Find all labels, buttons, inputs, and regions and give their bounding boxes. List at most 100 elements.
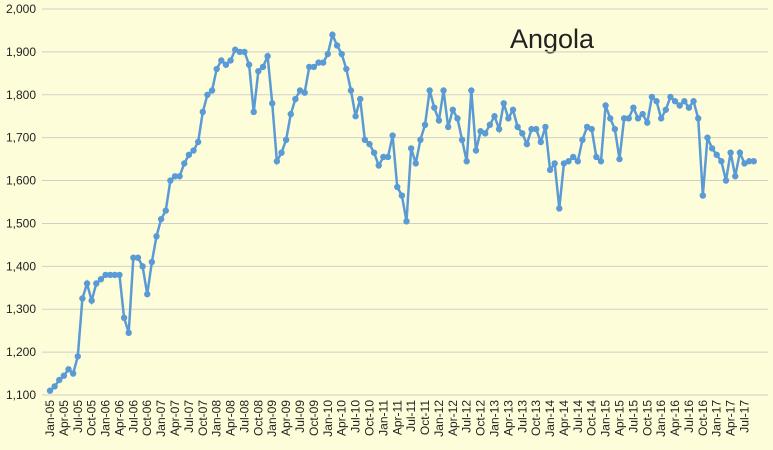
x-tick-label: Oct-13: [529, 400, 543, 436]
y-tick-label: 1,800: [6, 88, 36, 102]
point: [551, 160, 558, 167]
x-tick-label: Apr-10: [335, 400, 349, 436]
point: [120, 314, 128, 321]
point: [65, 366, 72, 373]
point: [269, 100, 276, 107]
point: [722, 177, 730, 184]
y-tick-label: 1,100: [6, 388, 36, 402]
point: [190, 147, 197, 154]
point: [102, 271, 109, 279]
point: [93, 280, 100, 287]
point: [546, 166, 554, 174]
point: [505, 115, 512, 122]
point: [366, 140, 373, 148]
point: [255, 67, 262, 75]
point: [718, 158, 725, 165]
point: [361, 136, 369, 144]
point: [685, 104, 693, 111]
point: [69, 370, 77, 377]
point: [699, 192, 707, 199]
point: [139, 263, 146, 270]
point: [620, 115, 628, 122]
point: [671, 98, 679, 105]
point: [500, 100, 507, 107]
x-tick-label: Jan-08: [210, 400, 224, 437]
x-tick-label: Oct-06: [140, 400, 154, 436]
point: [713, 151, 720, 159]
point: [74, 353, 81, 360]
point: [736, 149, 744, 156]
point: [185, 151, 193, 159]
point: [509, 106, 517, 113]
x-tick-label: Apr-05: [57, 400, 71, 436]
y-tick-label: 1,700: [6, 131, 36, 145]
x-tick-label: Apr-14: [557, 400, 571, 436]
point: [250, 108, 257, 116]
point: [662, 106, 669, 113]
x-tick-label: Jul-05: [71, 400, 85, 433]
point: [607, 115, 614, 122]
x-tick-label: Jul-09: [293, 400, 307, 433]
point: [236, 48, 244, 56]
point: [704, 134, 711, 141]
point: [616, 155, 623, 163]
point: [134, 254, 142, 261]
point: [208, 87, 216, 94]
point: [532, 125, 540, 133]
x-tick-label: Jul-13: [515, 400, 529, 433]
point: [287, 110, 294, 118]
y-tick-label: 1,300: [6, 302, 36, 316]
x-tick-label: Jan-09: [265, 400, 279, 437]
point: [676, 102, 683, 109]
x-tick-label: Apr-13: [501, 400, 515, 436]
point: [227, 57, 234, 64]
point: [347, 87, 355, 94]
x-tick-label: Jul-17: [738, 400, 752, 433]
point: [648, 93, 656, 101]
point: [556, 205, 563, 212]
x-tick-label: Jan-14: [543, 400, 557, 437]
point: [398, 192, 406, 199]
x-tick-label: Oct-14: [585, 400, 599, 436]
point: [732, 173, 739, 180]
point: [324, 50, 331, 58]
point: [514, 123, 521, 131]
point: [454, 115, 461, 122]
point: [565, 158, 572, 165]
point: [482, 130, 489, 137]
point: [690, 98, 697, 105]
point: [292, 95, 299, 103]
point: [421, 121, 429, 128]
point: [523, 140, 531, 148]
point: [593, 153, 600, 161]
x-tick-label: Jul-08: [237, 400, 251, 433]
x-tick-label: Jan-12: [432, 400, 446, 437]
point: [444, 123, 452, 131]
x-tick-label: Oct-08: [251, 400, 265, 436]
point: [278, 149, 285, 156]
point: [106, 271, 114, 279]
y-tick-label: 1,600: [6, 174, 36, 188]
point: [491, 113, 498, 120]
x-tick-label: Oct-12: [474, 400, 488, 436]
x-tick-label: Jul-11: [404, 400, 418, 432]
point: [218, 57, 225, 64]
point: [681, 98, 688, 105]
point: [537, 138, 544, 146]
point: [472, 147, 480, 154]
x-tick-label: Jul-16: [682, 400, 696, 433]
x-tick-label: Jan-10: [321, 400, 335, 437]
x-tick-label: Jan-17: [710, 400, 724, 437]
point: [403, 218, 410, 225]
point: [519, 130, 526, 137]
point: [245, 61, 253, 68]
point: [144, 291, 151, 298]
point: [167, 177, 174, 184]
point: [542, 123, 549, 131]
point: [319, 59, 327, 66]
x-tick-label: Oct-05: [85, 400, 99, 436]
point: [352, 113, 359, 120]
x-tick-label: Oct-11: [418, 400, 432, 435]
point: [301, 89, 308, 96]
x-tick-label: Apr-09: [279, 400, 293, 436]
